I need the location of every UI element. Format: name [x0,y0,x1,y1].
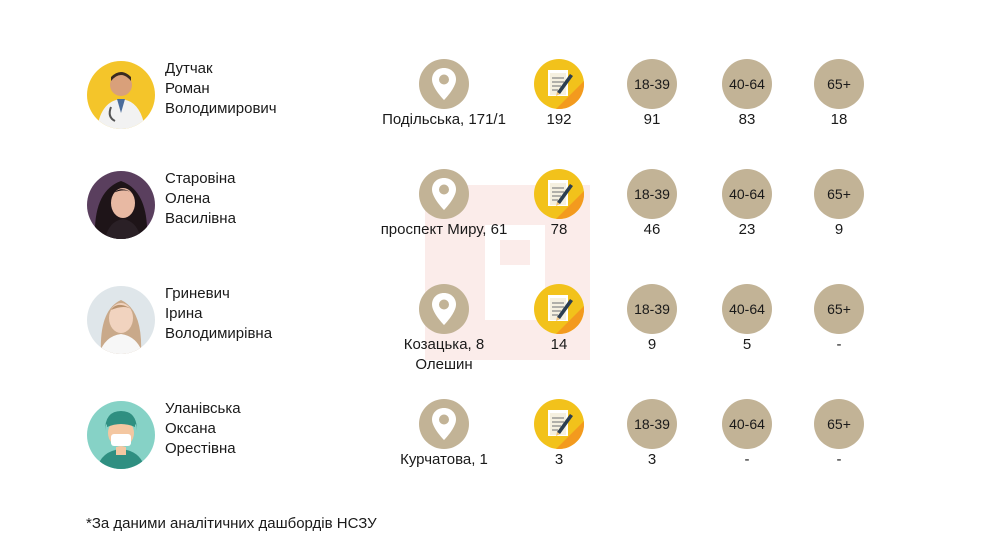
count-65-plus: 9 [834,221,844,238]
doctor-row: Уланівська Оксана Орестівна Курчатова, 1… [0,399,1000,511]
age-group-65-plus-badge: 65+ [814,169,864,219]
age-group-40-64-badge: 40-64 [722,169,772,219]
doctor-address: Козацька, 8 Олешин [403,336,485,373]
declarations-notes-icon [534,399,584,449]
doctor-first-name: Роман [165,80,210,97]
doctor-address: проспект Миру, 61 [380,221,508,238]
declarations-notes-icon [534,169,584,219]
declarations-notes-icon [534,284,584,334]
doctor-avatar [87,61,155,129]
doctor-name: Старовіна Олена Василівна [165,169,236,229]
count-40-64: - [744,451,750,468]
count-40-64: 83 [738,111,756,128]
count-18-39: 91 [643,111,661,128]
doctor-patronymic: Володимирівна [165,325,273,342]
location-pin-icon [419,284,469,334]
age-group-65-plus-badge: 65+ [814,399,864,449]
age-group-18-39-badge: 18-39 [627,284,677,334]
count-18-39: 46 [643,221,661,238]
doctor-name: Дутчак Роман Володимирович [165,59,277,119]
count-40-64: 5 [742,336,752,353]
doctor-surname: Дутчак [165,60,213,77]
count-40-64: 23 [738,221,756,238]
location-pin-icon [419,169,469,219]
doctor-avatar [87,171,155,239]
doctor-patronymic: Василівна [165,210,236,227]
age-group-40-64-badge: 40-64 [722,59,772,109]
age-group-40-64-badge: 40-64 [722,284,772,334]
declarations-total: 78 [550,221,568,238]
doctor-address: Курчатова, 1 [400,451,488,468]
doctor-surname: Старовіна [165,170,236,187]
doctor-patronymic: Володимирович [165,100,277,117]
count-65-plus: - [836,451,842,468]
doctor-avatar [87,286,155,354]
doctor-surname: Уланівська [165,400,241,417]
age-group-18-39-badge: 18-39 [627,169,677,219]
count-65-plus: - [836,336,842,353]
age-group-18-39-badge: 18-39 [627,59,677,109]
doctor-first-name: Олена [165,190,211,207]
doctor-surname: Гриневич [165,285,230,302]
declarations-total: 14 [550,336,568,353]
source-footnote: *За даними аналітичних дашбордів НСЗУ [86,515,377,532]
location-pin-icon [419,59,469,109]
age-group-18-39-badge: 18-39 [627,399,677,449]
declarations-total: 3 [554,451,564,468]
doctor-address: Подільська, 171/1 [382,111,506,128]
doctor-row: Дутчак Роман Володимирович Подільська, 1… [0,59,1000,171]
count-18-39: 9 [647,336,657,353]
doctor-row: Старовіна Олена Василівна проспект Миру,… [0,169,1000,281]
doctor-patronymic: Орестівна [165,440,236,457]
doctor-avatar [87,401,155,469]
doctor-first-name: Ірина [165,305,203,322]
count-65-plus: 18 [830,111,848,128]
declarations-total: 192 [546,111,572,128]
doctor-first-name: Оксана [165,420,216,437]
doctor-name: Уланівська Оксана Орестівна [165,399,241,459]
doctor-name: Гриневич Ірина Володимирівна [165,284,272,344]
count-18-39: 3 [647,451,657,468]
location-pin-icon [419,399,469,449]
doctor-row: Гриневич Ірина Володимирівна Козацька, 8… [0,284,1000,396]
age-group-65-plus-badge: 65+ [814,284,864,334]
declarations-notes-icon [534,59,584,109]
age-group-65-plus-badge: 65+ [814,59,864,109]
age-group-40-64-badge: 40-64 [722,399,772,449]
